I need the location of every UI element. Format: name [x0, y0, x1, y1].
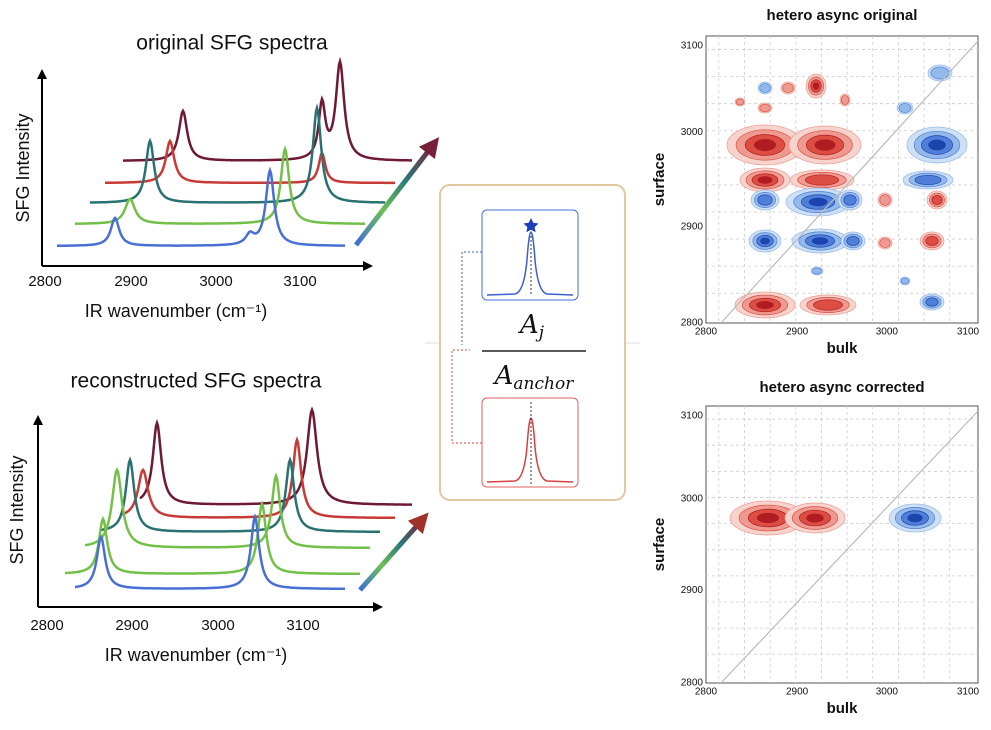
anchor-box: [481, 209, 579, 301]
contour: [879, 238, 891, 248]
connector: [451, 349, 482, 444]
x-tick-label: 2900: [114, 273, 147, 290]
panel-title: hetero async original: [767, 7, 918, 24]
y-tick-label: 3000: [681, 127, 704, 138]
spectrum: [90, 103, 386, 204]
x-tick-label: 2800: [30, 617, 63, 634]
anchor-star: [523, 218, 539, 233]
contour: [907, 513, 923, 523]
spectrum: [139, 406, 412, 506]
contour: [757, 176, 773, 184]
spectrum: [119, 435, 395, 520]
y-tick-label: 2800: [681, 678, 704, 689]
contour: [931, 194, 943, 206]
y-label: surface: [651, 153, 668, 206]
panel-title: hetero async corrected: [759, 379, 924, 396]
y-tick-label: 3100: [681, 411, 704, 422]
x-label: bulk: [827, 340, 858, 357]
contour: [760, 237, 770, 245]
y-label: SFG Intensity: [13, 113, 33, 222]
subscript: j: [535, 323, 545, 343]
contour: [898, 103, 912, 113]
contour: [757, 512, 779, 524]
x-tick-label: 3100: [957, 327, 980, 338]
contour: [812, 82, 820, 90]
spectrum: [99, 456, 380, 533]
spectrum: [57, 166, 345, 247]
contour: [813, 299, 843, 311]
x-tick-label: 2800: [28, 273, 61, 290]
x-tick-label: 3100: [286, 617, 319, 634]
x-tick-label: 2900: [786, 327, 809, 338]
contour: [754, 139, 776, 151]
contour: [735, 98, 745, 106]
x-tick-label: 3000: [876, 687, 899, 698]
contour: [782, 83, 794, 93]
y-tick-label: 3100: [681, 41, 704, 52]
spectrum: [75, 145, 365, 225]
peak-box: [481, 397, 579, 488]
panel-title: reconstructed SFG spectra: [71, 370, 322, 393]
connector: [461, 251, 482, 345]
x-tick-label: 3000: [199, 273, 232, 290]
contour: [925, 235, 939, 247]
subscript: anchor: [513, 374, 574, 394]
x-tick-label: 2900: [786, 687, 809, 698]
spectrum: [84, 466, 371, 550]
offset-arrow: [354, 137, 440, 247]
y-label: SFG Intensity: [7, 455, 27, 564]
contour: [914, 174, 942, 186]
diagonal: [720, 40, 979, 324]
contour: [812, 267, 822, 275]
contour: [806, 513, 824, 523]
contour: [928, 139, 946, 151]
x-tick-label: 3100: [957, 687, 980, 698]
spectrum: [65, 500, 360, 576]
x-tick-label: 3000: [876, 327, 899, 338]
contour: [805, 174, 839, 186]
plot-area: [705, 405, 979, 684]
peak-curve: [486, 231, 574, 296]
symbol: A: [518, 310, 539, 340]
contour: [900, 277, 910, 285]
contour: [808, 197, 828, 207]
contour: [843, 194, 857, 206]
contour: [759, 103, 771, 113]
contour: [759, 83, 771, 93]
contour: [814, 139, 836, 151]
x-tick-label: 3000: [201, 617, 234, 634]
symbol: A: [493, 361, 514, 391]
contour: [925, 297, 939, 307]
offset-arrow: [358, 512, 429, 592]
numerator: Aj: [518, 310, 545, 343]
x-tick-label: 2800: [695, 327, 718, 338]
x-label: IR wavenumber (cm⁻¹): [105, 645, 288, 665]
y-tick-label: 2900: [681, 221, 704, 232]
contour: [930, 66, 950, 80]
spectrum: [123, 56, 412, 162]
spectrum: [105, 138, 395, 185]
x-tick-label: 2800: [695, 687, 718, 698]
x-tick-label: 2900: [115, 617, 148, 634]
y-tick-label: 3000: [681, 493, 704, 504]
spectrum: [74, 513, 345, 591]
panel-title: original SFG spectra: [136, 32, 328, 55]
x-label: IR wavenumber (cm⁻¹): [85, 301, 268, 321]
contour: [846, 235, 860, 247]
denominator: Aanchor: [493, 361, 575, 394]
diagonal: [720, 410, 979, 684]
y-tick-label: 2800: [681, 318, 704, 329]
y-label: surface: [651, 518, 668, 571]
contour: [811, 237, 829, 245]
x-label: bulk: [827, 700, 858, 717]
contour: [757, 194, 773, 206]
contour: [840, 95, 850, 105]
contour: [879, 194, 891, 206]
y-tick-label: 2900: [681, 585, 704, 596]
x-tick-label: 3100: [283, 273, 316, 290]
contour: [756, 301, 774, 309]
